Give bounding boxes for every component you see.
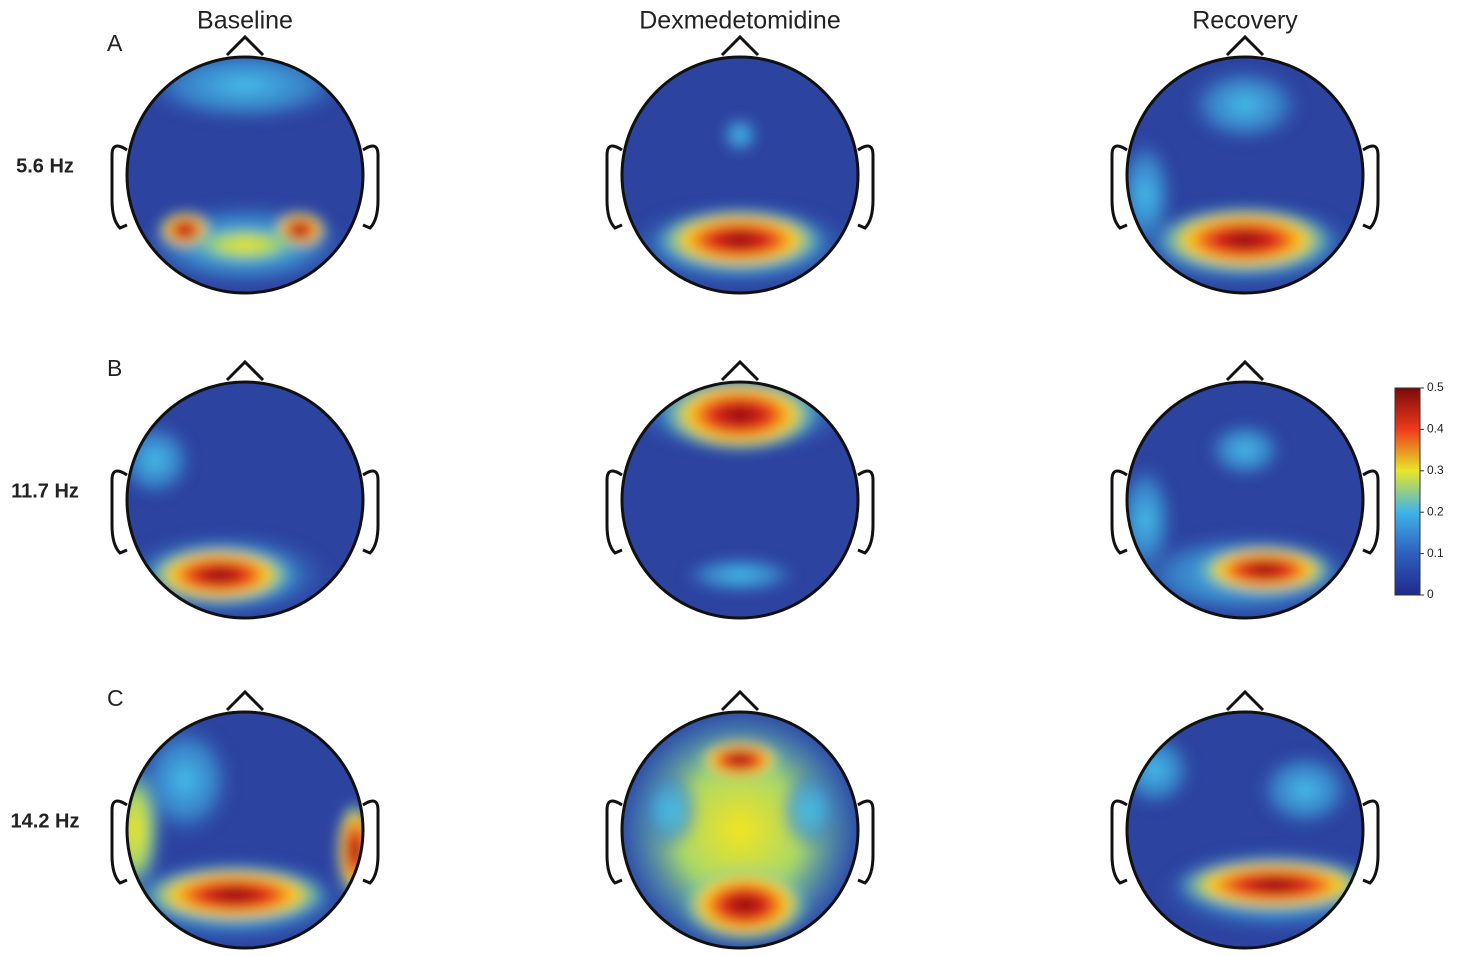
- blob: [680, 555, 800, 595]
- blob: [1255, 750, 1355, 830]
- nose: [720, 689, 760, 712]
- blobs: [622, 115, 858, 290]
- nose: [225, 359, 265, 382]
- ear: [110, 469, 128, 555]
- ear: [362, 799, 380, 885]
- blobs: [127, 720, 363, 945]
- head-outline: [1125, 380, 1365, 620]
- nose: [225, 34, 265, 57]
- blob: [1205, 420, 1285, 480]
- blob: [140, 865, 330, 925]
- blob: [1185, 65, 1305, 145]
- blob: [780, 770, 840, 850]
- ear: [362, 469, 380, 555]
- ear: [1362, 469, 1380, 555]
- blob: [695, 738, 785, 782]
- nose: [720, 34, 760, 57]
- scalp-map: [622, 57, 858, 293]
- column-title: Recovery: [1192, 7, 1298, 35]
- frequency-label: 11.7 Hz: [11, 480, 79, 502]
- ear: [362, 144, 380, 230]
- blob: [1175, 857, 1363, 913]
- scalp-map: [127, 712, 363, 948]
- ear: [605, 799, 623, 885]
- head-outline: [620, 710, 860, 950]
- ear: [605, 469, 623, 555]
- head-outline: [620, 380, 860, 620]
- colorbar: [1394, 387, 1421, 596]
- nose: [1225, 34, 1265, 57]
- topomap: [110, 689, 380, 950]
- ear: [1362, 799, 1380, 885]
- ear: [1110, 799, 1128, 885]
- blob: [1195, 544, 1335, 596]
- blob: [680, 867, 810, 943]
- scalp-map: [1127, 712, 1363, 948]
- column-title: Dexmedetomidine: [639, 7, 841, 35]
- blob: [640, 770, 700, 850]
- ear: [857, 469, 875, 555]
- blob: [185, 225, 305, 265]
- scalp-map: [622, 712, 858, 948]
- ear: [857, 144, 875, 230]
- scalp-map: [1127, 57, 1363, 293]
- head-outline: [125, 55, 365, 295]
- ear: [857, 799, 875, 885]
- topomap: [1110, 359, 1380, 620]
- head-outline: [620, 55, 860, 295]
- blob: [145, 545, 295, 605]
- scalp-map: [622, 382, 858, 618]
- nose: [720, 359, 760, 382]
- panel-letter: A: [107, 30, 123, 56]
- nose: [1225, 689, 1265, 712]
- ear: [1110, 469, 1128, 555]
- column-title: Baseline: [197, 7, 293, 35]
- colorbar-tick-label: 0: [1427, 587, 1434, 601]
- topomap: [605, 689, 875, 950]
- blob: [335, 800, 363, 900]
- colorbar-tick-label: 0.1: [1427, 546, 1444, 560]
- blob: [1155, 206, 1335, 274]
- frequency-label: 5.6 Hz: [16, 155, 74, 177]
- topomap: [1110, 689, 1380, 950]
- head-outline: [1125, 55, 1365, 295]
- ear: [1362, 144, 1380, 230]
- nose: [1225, 359, 1265, 382]
- frequency-label: 14.2 Hz: [11, 810, 80, 832]
- nose: [225, 689, 265, 712]
- head-outline: [125, 380, 365, 620]
- colorbar-tick-label: 0.2: [1427, 504, 1444, 518]
- topomap: [605, 34, 875, 295]
- ear: [1110, 144, 1128, 230]
- colorbar-tick-label: 0.4: [1427, 422, 1444, 436]
- blob: [655, 208, 825, 272]
- topomaps: [110, 34, 1380, 950]
- ear: [110, 144, 128, 230]
- topomap: [110, 34, 380, 295]
- ear: [110, 799, 128, 885]
- blob: [127, 760, 163, 900]
- panel-letter: B: [107, 355, 122, 381]
- blobs: [622, 712, 858, 948]
- colorbar-tick-label: 0.3: [1427, 463, 1444, 477]
- blob: [720, 115, 760, 155]
- head-outline: [1125, 710, 1365, 950]
- scalp-map: [127, 57, 363, 293]
- topomap: [110, 359, 380, 620]
- colorbar-tick-label: 0.5: [1427, 380, 1444, 394]
- ear: [605, 144, 623, 230]
- head-outline: [125, 710, 365, 950]
- blobs: [1127, 65, 1363, 290]
- topomap: [1110, 34, 1380, 295]
- blob: [1127, 730, 1195, 810]
- panel-letter: C: [107, 685, 124, 711]
- blob: [660, 382, 820, 453]
- topomap: [605, 359, 875, 620]
